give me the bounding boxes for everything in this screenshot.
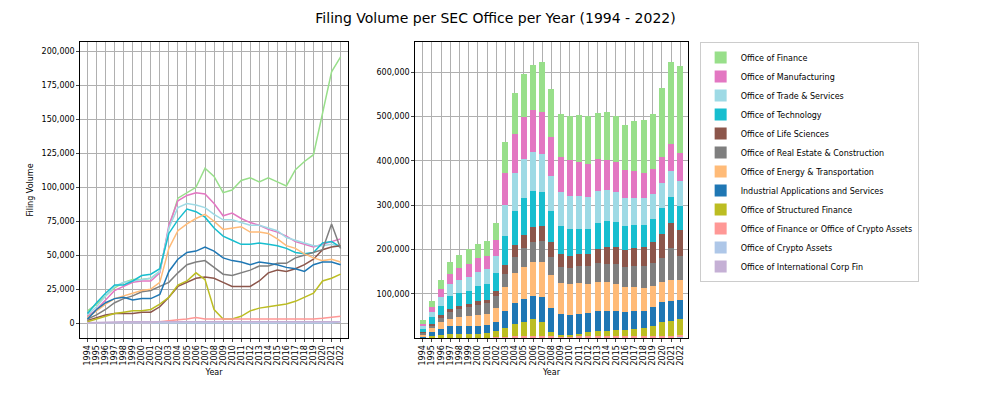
svg-text:2021: 2021 [667,345,676,365]
svg-text:1998: 1998 [455,345,464,365]
svg-text:2010: 2010 [566,345,575,365]
svg-text:Office of Life Sciences: Office of Life Sciences [741,130,829,139]
svg-text:2012: 2012 [584,345,593,365]
svg-text:2020: 2020 [318,345,327,365]
svg-text:2011: 2011 [237,345,246,365]
svg-text:2005: 2005 [183,345,192,365]
svg-text:2009: 2009 [556,345,565,365]
svg-text:2019: 2019 [648,345,657,365]
svg-text:1994: 1994 [83,345,92,365]
svg-text:Filing Volume per SEC Office p: Filing Volume per SEC Office per Year (1… [315,10,675,26]
svg-text:2003: 2003 [501,345,510,365]
svg-text:2002: 2002 [492,345,501,365]
svg-text:Office of Crypto Assets: Office of Crypto Assets [741,244,832,253]
svg-text:2017: 2017 [291,345,300,365]
svg-text:Year: Year [542,368,561,377]
svg-text:2012: 2012 [246,345,255,365]
svg-text:2016: 2016 [621,345,630,365]
svg-text:2007: 2007 [201,345,210,365]
svg-text:Office of Finance: Office of Finance [741,54,808,63]
svg-text:2006: 2006 [529,345,538,365]
svg-text:200,000: 200,000 [42,47,75,56]
svg-text:2000: 2000 [473,345,482,365]
svg-text:2021: 2021 [327,345,336,365]
svg-text:100,000: 100,000 [42,183,75,192]
svg-text:2013: 2013 [255,345,264,365]
svg-text:150,000: 150,000 [42,115,75,124]
svg-text:2002: 2002 [155,345,164,365]
svg-text:0: 0 [70,319,75,328]
svg-text:Office of Technology: Office of Technology [741,111,822,120]
svg-text:2009: 2009 [219,345,228,365]
svg-text:25,000: 25,000 [47,285,75,294]
svg-text:2016: 2016 [282,345,291,365]
svg-text:2015: 2015 [612,345,621,365]
svg-text:Office of Energy & Transportat: Office of Energy & Transportation [741,168,874,177]
svg-text:2020: 2020 [658,345,667,365]
svg-text:2000: 2000 [137,345,146,365]
svg-text:300,000: 300,000 [377,201,410,210]
svg-text:2015: 2015 [273,345,282,365]
svg-text:2004: 2004 [510,345,519,365]
svg-text:Office of International Corp F: Office of International Corp Fin [741,263,863,272]
svg-text:2008: 2008 [547,345,556,365]
svg-text:2022: 2022 [676,345,685,365]
svg-text:2014: 2014 [264,345,273,365]
svg-text:Office of Structured Finance: Office of Structured Finance [741,206,853,215]
svg-text:2007: 2007 [538,345,547,365]
svg-text:1998: 1998 [119,345,128,365]
svg-text:1999: 1999 [128,345,137,365]
svg-text:2022: 2022 [336,345,345,365]
svg-text:1997: 1997 [110,345,119,365]
svg-text:1996: 1996 [101,345,110,365]
svg-text:Industrial Applications and Se: Industrial Applications and Services [741,187,884,196]
svg-text:2004: 2004 [174,345,183,365]
svg-text:1997: 1997 [446,345,455,365]
svg-text:100,000: 100,000 [377,289,410,298]
svg-text:Office of Finance or Office of: Office of Finance or Office of Crypto As… [741,225,912,234]
svg-text:Office of Trade & Services: Office of Trade & Services [741,92,844,101]
svg-text:Filing Volume: Filing Volume [26,163,35,216]
svg-text:2001: 2001 [483,345,492,365]
svg-text:600,000: 600,000 [377,68,410,77]
svg-text:2017: 2017 [630,345,639,365]
svg-text:2005: 2005 [519,345,528,365]
svg-text:2008: 2008 [210,345,219,365]
svg-text:Office of Manufacturing: Office of Manufacturing [741,73,835,82]
svg-text:1994: 1994 [418,345,427,365]
svg-text:2006: 2006 [192,345,201,365]
svg-text:2003: 2003 [164,345,173,365]
svg-text:1995: 1995 [92,345,101,365]
svg-text:175,000: 175,000 [42,81,75,90]
svg-text:75,000: 75,000 [47,217,75,226]
svg-text:200,000: 200,000 [377,245,410,254]
svg-text:2011: 2011 [575,345,584,365]
svg-text:500,000: 500,000 [377,112,410,121]
svg-text:1999: 1999 [464,345,473,365]
svg-text:2018: 2018 [639,345,648,365]
svg-text:Office of Real Estate & Constr: Office of Real Estate & Construction [741,149,885,158]
svg-text:1995: 1995 [427,345,436,365]
svg-text:2018: 2018 [300,345,309,365]
svg-text:125,000: 125,000 [42,149,75,158]
svg-text:2010: 2010 [228,345,237,365]
svg-text:400,000: 400,000 [377,157,410,166]
svg-text:1996: 1996 [437,345,446,365]
svg-text:Year: Year [205,368,224,377]
svg-text:50,000: 50,000 [47,251,75,260]
svg-text:2019: 2019 [309,345,318,365]
svg-text:2013: 2013 [593,345,602,365]
svg-text:2001: 2001 [146,345,155,365]
svg-text:2014: 2014 [602,345,611,365]
